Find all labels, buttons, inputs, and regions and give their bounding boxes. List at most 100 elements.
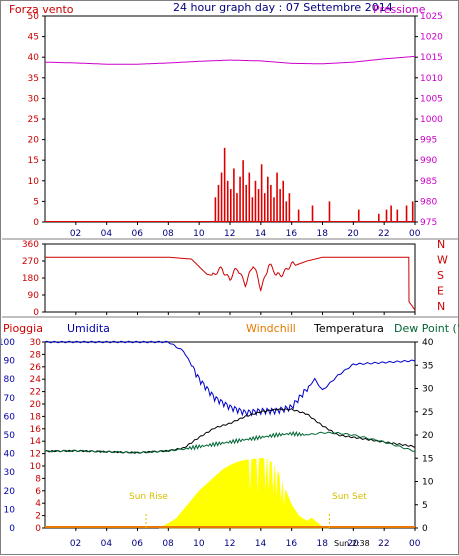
temp-y-tick-label: 20: [422, 431, 434, 441]
wind-bar: [226, 180, 229, 222]
graph-title: 24 hour graph day : 07 Settembre 2014: [173, 1, 393, 14]
weather-x-tick-label: 04: [101, 539, 113, 549]
temperature-label: Temperatura: [313, 322, 384, 335]
wind-bar: [254, 180, 257, 222]
pressure-y-tick-label: 1015: [420, 53, 443, 63]
dewpoint-line: [44, 430, 416, 454]
rain-y-tick-label: 12: [30, 450, 41, 460]
humidity-y-tick-label: 50: [4, 431, 16, 441]
humidity-y-tick-label: 90: [4, 357, 16, 367]
rain-y-tick-label: 6: [35, 487, 41, 497]
wind-x-tick-label: 22: [378, 229, 389, 239]
compass-label: E: [437, 285, 444, 298]
weather-x-tick-label: 22: [378, 539, 389, 549]
wind-label: Forza vento: [9, 3, 74, 16]
pressure-y-tick-label: 1020: [420, 33, 443, 43]
humidity-label: Umidita: [67, 322, 110, 335]
wind-x-tick-label: 08: [162, 229, 174, 239]
humidity-y-tick-label: 30: [4, 468, 16, 478]
weather-x-tick-label: 14: [255, 539, 267, 549]
weather-x-tick-label: 02: [70, 539, 81, 549]
wind-bar: [396, 209, 399, 222]
direction-line: [45, 256, 416, 311]
weather-x-tick-label: 16: [286, 539, 298, 549]
wind-bar: [297, 209, 300, 222]
temp-y-tick-label: 5: [422, 501, 428, 511]
pressure-y-tick-label: 1000: [420, 115, 443, 125]
humidity-y-tick-label: 0: [9, 524, 15, 534]
direction-y-tick-label: 90: [28, 291, 40, 301]
wind-bar: [411, 201, 414, 222]
temp-y-tick-label: 25: [422, 408, 433, 418]
wind-x-tick-label: 10: [193, 229, 205, 239]
pressure-y-tick-label: 1005: [420, 94, 443, 104]
wind-bar: [248, 172, 251, 222]
wind-y-tick-label: 10: [28, 177, 40, 187]
pressure-y-tick-label: 1010: [420, 74, 443, 84]
wind-bar: [390, 205, 392, 222]
temp-y-tick-label: 15: [422, 454, 433, 464]
rain-y-tick-label: 22: [30, 388, 41, 398]
wind-bar: [239, 176, 241, 222]
humidity-line: [44, 340, 416, 418]
temperature-line: [44, 408, 416, 454]
wind-bar: [223, 147, 226, 222]
temp-y-tick-label: 0: [422, 524, 428, 534]
wind-x-tick-label: 00: [409, 229, 421, 239]
direction-y-tick-label: 270: [22, 257, 39, 267]
pressure-y-tick-label: 1025: [420, 12, 443, 22]
humidity-y-tick-label: 60: [4, 412, 16, 422]
rain-y-tick-label: 16: [30, 425, 42, 435]
wind-bar: [357, 209, 360, 222]
pressure-y-tick-label: 980: [420, 197, 437, 207]
wind-y-tick-label: 15: [28, 156, 39, 166]
wind-bar: [242, 160, 244, 222]
wind-y-tick-label: 35: [28, 74, 39, 84]
wind-bar: [282, 180, 285, 222]
wind-bar: [233, 168, 235, 222]
wind-x-tick-label: 20: [347, 229, 359, 239]
wind-bar: [260, 164, 263, 222]
pressure-y-tick-label: 990: [420, 156, 437, 166]
compass-label: N: [437, 300, 445, 313]
wind-y-tick-label: 40: [28, 53, 40, 63]
wind-x-tick-label: 06: [132, 229, 144, 239]
wind-bar: [267, 176, 269, 222]
wind-bar: [328, 201, 331, 222]
wind-bar: [276, 172, 278, 222]
wind-y-tick-label: 25: [28, 115, 39, 125]
rain-label: Pioggia: [3, 322, 43, 335]
chart-marks: [44, 55, 416, 529]
wind-bar: [378, 213, 380, 222]
wind-y-tick-label: 50: [28, 12, 40, 22]
weather-x-tick-label: 18: [317, 539, 329, 549]
temp-y-tick-label: 40: [422, 338, 434, 348]
wind-y-tick-label: 0: [33, 218, 39, 228]
wind-x-tick-label: 14: [255, 229, 267, 239]
humidity-y-tick-label: 40: [4, 450, 16, 460]
wind-bar: [230, 189, 232, 222]
rain-y-tick-label: 10: [30, 462, 42, 472]
sun-rise-label: Sun Rise: [129, 492, 168, 502]
wind-y-tick-label: 5: [33, 197, 39, 207]
temp-y-tick-label: 30: [422, 385, 434, 395]
wind-x-tick-label: 16: [286, 229, 298, 239]
wind-y-tick-label: 30: [28, 94, 40, 104]
pressure-y-tick-label: 985: [420, 177, 437, 187]
rain-y-tick-label: 30: [30, 338, 42, 348]
weather-x-tick-label: 00: [409, 539, 421, 549]
wind-x-tick-label: 12: [224, 229, 235, 239]
compass-label: N: [437, 238, 445, 251]
humidity-y-tick-label: 70: [4, 394, 16, 404]
wind-bar: [214, 197, 217, 222]
rain-y-tick-label: 20: [30, 400, 42, 410]
weather-x-tick-label: 06: [132, 539, 144, 549]
pressure-y-tick-label: 995: [420, 136, 437, 146]
wind-bar: [405, 205, 408, 222]
wind-bar: [285, 201, 288, 222]
temp-y-tick-label: 35: [422, 361, 433, 371]
wind-bar: [311, 205, 314, 222]
direction-y-tick-label: 360: [22, 240, 39, 250]
